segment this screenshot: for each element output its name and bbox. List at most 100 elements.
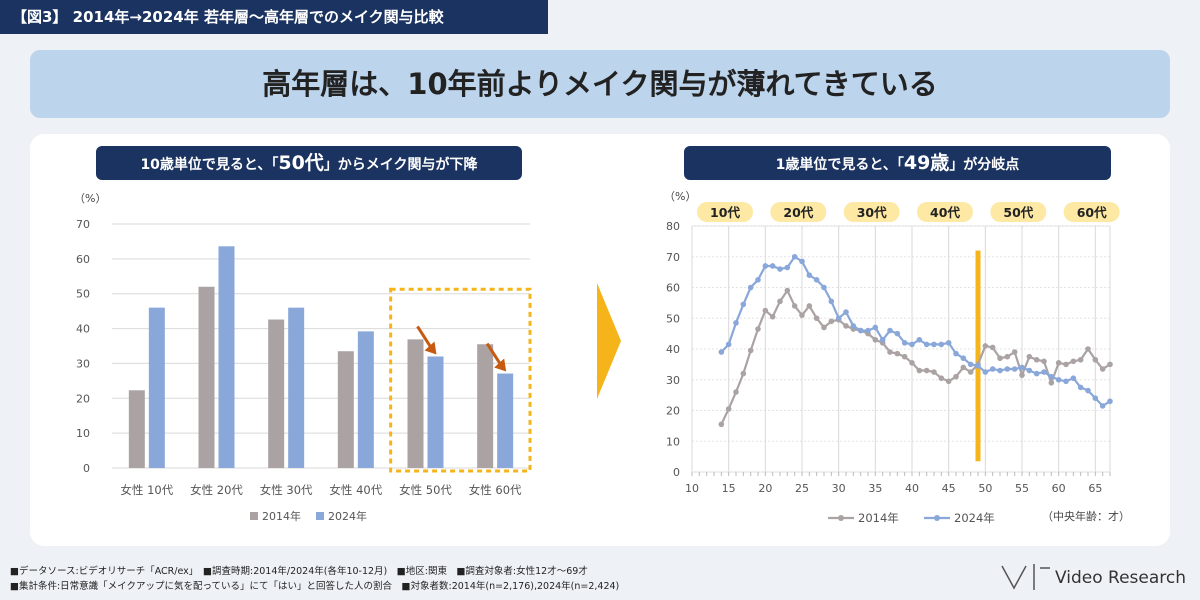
line-point-2024 xyxy=(777,266,783,272)
line-point-2014 xyxy=(901,353,908,360)
bar-y-tick: 20 xyxy=(76,392,90,405)
line-point-2024 xyxy=(879,336,886,343)
line-point-2024 xyxy=(1011,366,1018,372)
line-point-2024 xyxy=(835,315,842,322)
line-point-2014 xyxy=(755,326,761,332)
right-subhead: 1歳単位で見ると、「49歳」が分岐点 xyxy=(684,146,1111,180)
line-x-unit: （中央年齢：才） xyxy=(1042,509,1130,523)
bar-2014 xyxy=(268,319,285,468)
line-point-2024 xyxy=(960,355,967,362)
line-point-2014 xyxy=(894,350,901,357)
line-point-2014 xyxy=(1026,353,1033,360)
line-y-tick: 70 xyxy=(666,251,680,264)
line-point-2014 xyxy=(769,313,776,320)
line-point-2014 xyxy=(843,323,849,329)
age-band-pill xyxy=(843,202,900,222)
line-point-2024 xyxy=(982,369,989,375)
line-point-2024 xyxy=(1107,398,1113,405)
bar-y-tick: 70 xyxy=(76,218,90,231)
line-x-tick: 40 xyxy=(905,482,919,495)
bar-category-label: 女性 30代 xyxy=(260,483,313,497)
line-x-tick: 20 xyxy=(758,482,772,495)
bar-2024 xyxy=(148,307,165,468)
bar-y-tick: 0 xyxy=(83,462,90,475)
line-point-2014 xyxy=(938,375,945,382)
line-point-2014 xyxy=(777,298,783,305)
line-point-2024 xyxy=(762,263,769,269)
line-x-tick: 60 xyxy=(1052,482,1066,495)
line-point-2014 xyxy=(1077,356,1084,363)
line-point-2024 xyxy=(828,298,835,305)
bar-y-tick: 40 xyxy=(76,323,90,336)
line-point-2014 xyxy=(916,367,923,374)
line-point-2024 xyxy=(887,327,893,334)
line-y-tick: 60 xyxy=(666,282,680,295)
line-point-2024 xyxy=(769,263,776,269)
bar-legend-label: 2014年 xyxy=(262,509,301,523)
line-y-tick: 40 xyxy=(666,343,680,356)
line-point-2024 xyxy=(953,350,959,357)
bar-category-label: 女性 20代 xyxy=(190,483,243,497)
line-point-2014 xyxy=(1063,361,1069,368)
line-point-2024 xyxy=(1055,376,1062,383)
line-point-2014 xyxy=(887,349,893,355)
line-point-2024 xyxy=(813,277,820,283)
line-point-2024 xyxy=(1063,378,1069,385)
line-point-2024 xyxy=(843,309,849,315)
line-point-2024 xyxy=(909,341,915,348)
line-point-2014 xyxy=(1070,358,1077,365)
age-band-pill xyxy=(990,202,1047,222)
line-point-2014 xyxy=(997,355,1003,362)
line-y-tick: 30 xyxy=(666,374,680,387)
line-point-2014 xyxy=(1019,372,1025,378)
line-point-2014 xyxy=(740,370,747,377)
line-x-tick: 30 xyxy=(832,482,846,495)
line-point-2014 xyxy=(1055,360,1062,366)
line-chart: （%） 0 10 20 30 40 50 60 70 80 10 15 20 25 30 35 40 45 50 55… xyxy=(664,190,1130,525)
line-point-2014 xyxy=(1041,358,1047,365)
line-y-tick: 0 xyxy=(673,466,680,479)
bar-legend-swatch xyxy=(316,512,324,520)
line-point-2024 xyxy=(901,340,908,346)
line-point-2024 xyxy=(784,264,791,271)
line-point-2024 xyxy=(806,272,813,278)
line-point-2014 xyxy=(1048,380,1055,386)
age-band-pill xyxy=(1063,202,1120,222)
line-point-2014 xyxy=(1099,366,1106,372)
line-point-2024 xyxy=(1026,367,1033,374)
line-point-2024 xyxy=(1092,395,1099,401)
line-point-2014 xyxy=(806,303,813,309)
line-point-2024 xyxy=(857,327,864,334)
left-subhead: 10歳単位で見ると、「50代」からメイク関与が下降 xyxy=(96,146,522,180)
line-point-2014 xyxy=(953,373,959,380)
line-point-2014 xyxy=(813,315,820,322)
line-point-2014 xyxy=(1011,349,1018,355)
age-band-label: 30代 xyxy=(857,205,887,220)
line-point-2024 xyxy=(989,366,996,372)
line-point-2024 xyxy=(1077,384,1084,391)
line-point-2024 xyxy=(740,301,747,308)
transition-arrow-icon xyxy=(597,283,621,399)
line-point-2014 xyxy=(747,347,754,354)
age-band-pill xyxy=(917,202,973,222)
line-y-tick: 50 xyxy=(666,312,680,325)
line-legend-marker xyxy=(934,515,940,521)
bar-2014 xyxy=(337,351,354,468)
line-point-2024 xyxy=(1033,370,1040,377)
line-point-2024 xyxy=(755,277,761,283)
headline: 高年層は、10年前よりメイク関与が薄れてきている xyxy=(30,50,1170,118)
bar-y-tick: 60 xyxy=(76,253,90,266)
line-point-2014 xyxy=(784,287,791,294)
line-point-2024 xyxy=(945,340,952,346)
bar-y-tick: 10 xyxy=(76,427,90,440)
figure-label: 【図3】 2014年→2024年 若年層〜高年層でのメイク関与比較 xyxy=(0,0,548,34)
bar-chart: （%） 0 10 20 30 40 50 60 70 女性 10代 女性 20代 女性 30代 女性 4… xyxy=(74,192,532,523)
down-arrow-head-icon xyxy=(424,341,437,355)
right-subhead-emphasis: 49歳 xyxy=(903,152,950,174)
line-x-tick: 55 xyxy=(1015,482,1029,495)
line-point-2014 xyxy=(1085,346,1091,352)
line-x-tick: 50 xyxy=(978,482,992,495)
footer-line-1: ■データソース:ビデオリサーチ「ACR/ex」 ■調査時期:2014年/2024… xyxy=(10,566,588,577)
line-point-2014 xyxy=(1092,356,1099,363)
down-arrow-head-icon xyxy=(494,358,507,372)
